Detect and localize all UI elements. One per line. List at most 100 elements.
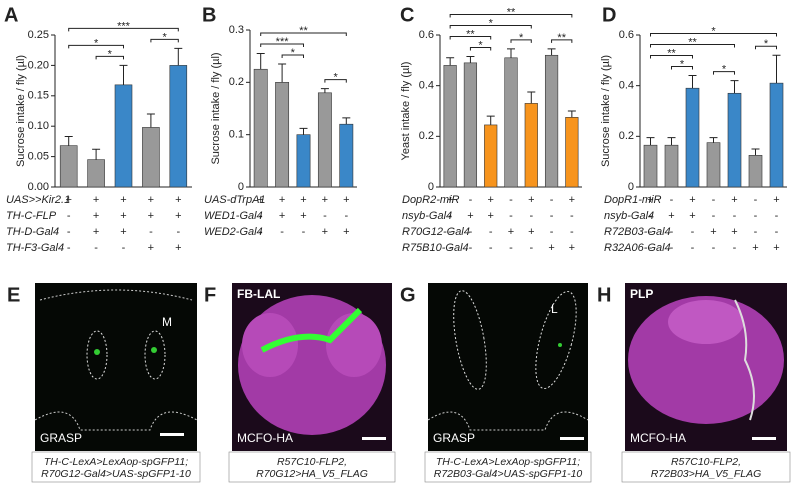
error-bar xyxy=(92,148,101,160)
genotype-symbol: + xyxy=(467,210,473,222)
y-axis-title: Sucrose intake / fly (µl) xyxy=(210,52,222,164)
genotype-symbol: - xyxy=(259,226,263,238)
error-bar xyxy=(174,47,183,66)
genotype-symbol: + xyxy=(279,194,285,206)
error-bar xyxy=(278,63,287,83)
significance-bracket xyxy=(650,44,735,48)
caption-box xyxy=(228,451,396,483)
bar xyxy=(296,134,311,188)
image-panel-g xyxy=(427,283,589,451)
y-tick-label: 0.4 xyxy=(419,80,434,92)
panel-letter: H xyxy=(597,284,611,306)
bar xyxy=(706,142,721,188)
significance-label: * xyxy=(333,72,338,84)
y-tick-label: 0.05 xyxy=(28,151,49,163)
genotype-symbol: - xyxy=(712,242,716,254)
genotype-label: WED1-Gal4 xyxy=(204,210,263,222)
significance-label: * xyxy=(162,31,167,43)
panel-letter: A xyxy=(4,4,18,26)
panel-letter: F xyxy=(204,284,216,306)
genotype-symbol: + xyxy=(508,226,514,238)
genotype-symbol: - xyxy=(509,194,513,206)
genotype-symbol: + xyxy=(548,242,554,254)
genotype-label: UAS>>Kir2.1 xyxy=(6,194,70,206)
bar xyxy=(544,54,559,188)
genotype-symbol: - xyxy=(649,226,653,238)
significance-bracket xyxy=(260,43,304,48)
genotype-symbol: + xyxy=(668,210,674,222)
genotype-symbol: + xyxy=(175,194,181,206)
genotype-symbol: - xyxy=(67,242,71,254)
caption-line: TH-C-LexA>LexAop-spGFP11; xyxy=(436,456,580,468)
genotype-symbol: + xyxy=(569,242,575,254)
genotype-symbol: + xyxy=(487,210,493,222)
genotype-label: TH-F3-Gal4 xyxy=(6,242,64,254)
error-bar xyxy=(527,91,536,104)
significance-label: ** xyxy=(466,28,475,40)
genotype-symbol: + xyxy=(93,226,99,238)
image-panel-h xyxy=(625,283,787,451)
genotype-symbol: + xyxy=(447,194,453,206)
significance-bracket xyxy=(281,54,304,59)
caption-line: R57C10-FLP2, xyxy=(277,456,347,468)
bar xyxy=(484,124,498,188)
genotype-symbol: - xyxy=(323,210,327,222)
region-label: L xyxy=(551,302,558,316)
genotype-symbol: + xyxy=(257,194,263,206)
genotype-symbol: - xyxy=(570,210,574,222)
panel-letter: D xyxy=(602,4,616,26)
genotype-symbol: + xyxy=(279,210,285,222)
significance-bracket xyxy=(449,14,573,18)
y-axis-title: Yeast intake / fly (µl) xyxy=(400,62,412,161)
error-bar xyxy=(667,137,676,146)
error-bar xyxy=(466,56,475,63)
bar xyxy=(169,65,188,188)
significance-bracket xyxy=(324,79,347,83)
genotype-symbol: + xyxy=(773,242,779,254)
genotype-symbol: + xyxy=(322,194,328,206)
error-bar xyxy=(256,53,265,70)
y-tick-label: 0.10 xyxy=(28,120,49,132)
y-tick-label: 0.6 xyxy=(419,29,434,41)
significance-bracket xyxy=(260,32,347,37)
error-bar xyxy=(751,148,760,156)
significance-bracket xyxy=(150,38,179,43)
bar xyxy=(275,82,290,188)
significance-bracket xyxy=(551,39,573,43)
error-bar xyxy=(709,137,718,143)
error-bar xyxy=(486,115,495,125)
bar xyxy=(565,117,579,188)
bottom-label: GRASP xyxy=(40,431,82,445)
genotype-symbol: - xyxy=(733,242,737,254)
significance-label: ** xyxy=(299,25,308,37)
genotype-symbol: - xyxy=(344,210,348,222)
genotype-symbol: + xyxy=(773,194,779,206)
significance-bracket xyxy=(469,47,492,51)
genotype-symbol: - xyxy=(469,242,473,254)
caption-line: R70G12-Gal4>UAS-spGFP1-10 xyxy=(41,468,191,480)
genotype-symbol: - xyxy=(94,242,98,254)
genotype-symbol: - xyxy=(529,210,533,222)
genotype-symbol: - xyxy=(649,242,653,254)
genotype-symbol: - xyxy=(122,242,126,254)
significance-bracket xyxy=(713,71,735,75)
genotype-label: TH-C-FLP xyxy=(6,210,57,222)
image-panel-e xyxy=(34,283,198,451)
significance-label: * xyxy=(519,32,524,44)
error-bar xyxy=(146,113,155,128)
genotype-symbol: - xyxy=(649,210,653,222)
caption-line: R72B03-Gal4>UAS-spGFP1-10 xyxy=(434,468,583,480)
significance-label: * xyxy=(478,39,483,51)
genotype-symbol: - xyxy=(67,226,71,238)
panel-letter: B xyxy=(202,4,216,26)
genotype-symbol: - xyxy=(550,226,554,238)
genotype-symbol: - xyxy=(570,226,574,238)
error-bar xyxy=(446,57,455,66)
significance-label: *** xyxy=(117,20,131,32)
genotype-symbol: + xyxy=(148,210,154,222)
genotype-symbol: + xyxy=(731,194,737,206)
caption-box xyxy=(621,451,791,483)
genotype-symbol: - xyxy=(670,226,674,238)
significance-bracket xyxy=(650,33,777,37)
significance-label: *** xyxy=(276,36,290,48)
